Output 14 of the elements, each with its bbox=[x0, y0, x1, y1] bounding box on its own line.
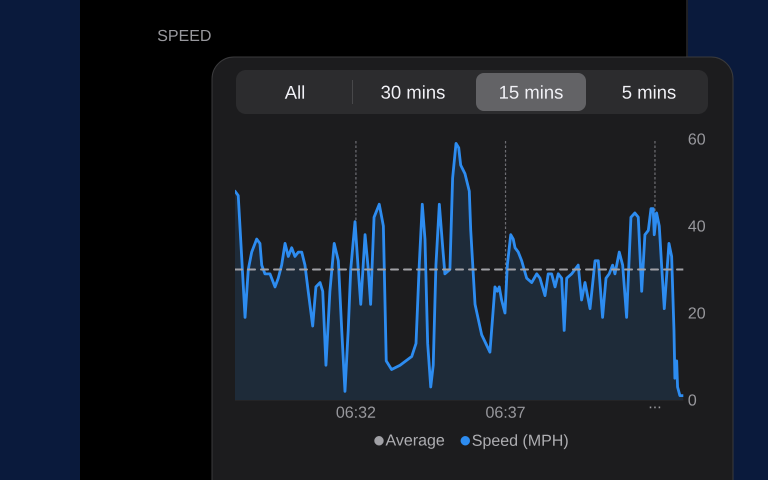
legend-label: Speed (MPH) bbox=[472, 434, 568, 450]
y-tick-label: 40 bbox=[688, 220, 705, 232]
text: All bbox=[284, 85, 304, 99]
y-tick-label: 60 bbox=[688, 133, 705, 145]
x-tick-label: ... bbox=[650, 406, 660, 408]
text: 30 mins bbox=[381, 85, 445, 99]
text: 5 mins bbox=[622, 85, 676, 99]
y-tick-label: 0 bbox=[688, 394, 696, 406]
text: 15 mins bbox=[500, 85, 563, 99]
x-tick-label: 06:32 bbox=[336, 406, 376, 418]
y-tick-label: 20 bbox=[688, 307, 705, 319]
chart-title: SPEED bbox=[158, 30, 211, 42]
legend-label: Average bbox=[386, 434, 444, 449]
x-tick-label: 06:37 bbox=[486, 406, 525, 418]
